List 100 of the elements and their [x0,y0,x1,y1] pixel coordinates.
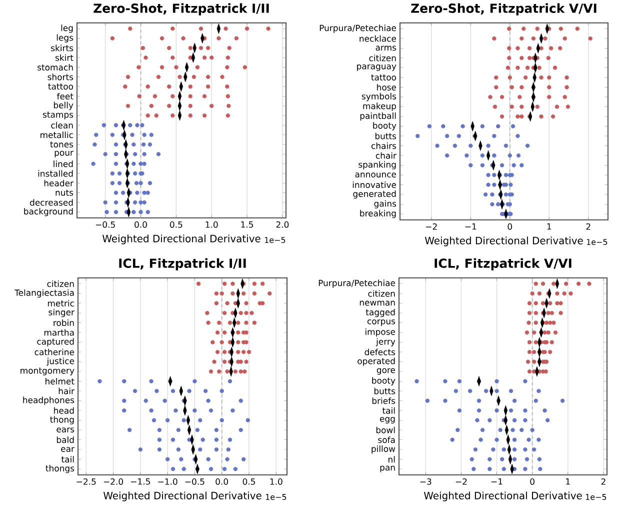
y-tick-label: pan [380,466,395,472]
y-tick-label: butts [374,388,396,394]
y-tick-label: paraguay [357,64,396,72]
x-tick-label: 0.5 [242,478,255,485]
y-tick-label: skirt [55,54,74,61]
y-tick-label: chair [376,152,396,159]
y-tick-label: Telangiectasia [14,289,74,298]
x-tick-label: −1 [491,478,502,485]
chart-title: ICL, Fitzpatrick V/VI [434,258,572,270]
y-tick-label: legs [56,34,74,42]
x-tick-label: −1.0 [158,478,178,485]
y-tick-label: belly [54,102,74,110]
x-tick-label: 2 [601,478,606,485]
y-tick-label: helmet [46,378,74,385]
y-tick-label: ears [56,428,74,432]
y-tick-label: gore [376,368,396,375]
y-tick-label: Purpura/Petechiae [318,280,396,288]
x-tick-label: 0 [508,223,512,230]
y-tick-label: bowl [376,426,395,434]
y-tick-label: tail [62,456,74,463]
y-tick-label: breaking [360,210,396,218]
x-tick-label: −2.0 [104,478,124,485]
y-tick-label: arms [376,46,396,51]
y-tick-label: singer [48,308,74,318]
y-tick-label: stomach [38,64,73,71]
x-tick-label: 1.0 [206,221,218,228]
y-tick-label: newman [360,300,395,306]
y-tick-label: decreased [30,199,73,206]
x-tick-label: −3 [420,478,432,485]
y-tick-label: tail [382,407,395,414]
y-tick-label: booty [373,122,396,130]
x-tick-label: 2 [586,223,590,230]
y-tick-label: hose [377,84,396,91]
x-tick-label: −0.5 [96,221,115,228]
x-tick-label: −2 [426,223,437,230]
x-axis-title: Weighted Directional Derivative [424,492,582,502]
y-tick-label: nuts [56,190,74,196]
y-tick-label: operated [358,358,395,366]
y-tick-label: Purpura/Petechiae [320,24,396,33]
y-tick-label: header [44,180,74,186]
y-tick-label: nl [388,456,395,463]
y-tick-label: citizen [47,280,74,288]
y-tick-label: citizen [369,54,396,62]
y-tick-label: symbols [362,92,396,102]
y-tick-label: robin [54,320,74,326]
x-tick-label: −1 [465,223,476,230]
y-tick-label: announce [355,172,396,178]
x-tick-label: 2.0 [276,221,289,228]
y-tick-label: pour [54,150,74,158]
x-tick-label: −1.5 [131,478,150,485]
y-tick-label: leg [61,24,73,33]
x-tick-label: −2.5 [76,478,96,485]
x-tick-label: 0 [530,478,534,485]
x-tick-label: 1.0 [270,478,282,485]
x-tick-label: −2 [456,478,467,485]
chart-title: ICL, Fitzpatrick I/II [119,258,246,270]
y-tick-label: skirts [51,44,74,52]
x-axis-title: Weighted Directional Derivative [102,234,260,244]
y-tick-label: hair [58,388,74,394]
y-tick-label: defects [364,348,396,356]
x-tick-label: −0.5 [185,478,204,485]
y-tick-label: citizen [368,290,395,297]
y-tick-label: bald [56,436,74,444]
x-tick-label: 0.5 [170,221,182,228]
x-tick-label: 0.0 [134,221,147,228]
y-tick-label: generated [353,190,396,199]
y-tick-label: head [54,407,74,414]
x-tick-label: 1 [547,223,552,230]
y-tick-label: lined [54,160,73,168]
y-tick-label: innovative [352,182,396,188]
y-tick-label: paintball [360,112,396,121]
y-tick-label: captured [37,338,74,346]
y-tick-label: tattoo [48,84,74,90]
y-tick-label: jerry [376,338,396,346]
y-tick-label: corpus [367,320,396,326]
y-tick-label: impose [366,328,396,337]
y-tick-label: metallic [40,132,73,138]
y-tick-label: metric [48,300,74,307]
y-tick-label: feet [56,93,74,100]
y-tick-label: thong [50,416,74,424]
y-tick-label: egg [380,417,395,424]
y-tick-label: chairs [371,142,396,150]
y-tick-label: thongs [46,464,74,474]
y-tick-label: stamps [42,112,74,120]
x-axis-title: Weighted Directional Derivative [424,236,583,246]
y-tick-label: martha [44,329,74,336]
y-tick-label: necklace [360,35,396,42]
y-tick-label: pillow [372,445,396,454]
y-tick-label: gains [374,200,396,208]
y-tick-label: headphones [23,396,74,405]
y-tick-label: tattoo [371,74,396,81]
x-tick-label: 1.5 [241,221,254,228]
y-tick-label: shorts [48,74,74,80]
y-tick-label: spanking [358,161,396,170]
x-axis-title: Weighted Directional Derivative [103,492,262,502]
y-tick-label: montgomery [20,368,74,376]
y-tick-label: ear [61,447,74,452]
y-tick-label: installed [38,170,73,177]
y-tick-label: briefs [372,398,396,404]
y-tick-label: booty [372,377,396,386]
